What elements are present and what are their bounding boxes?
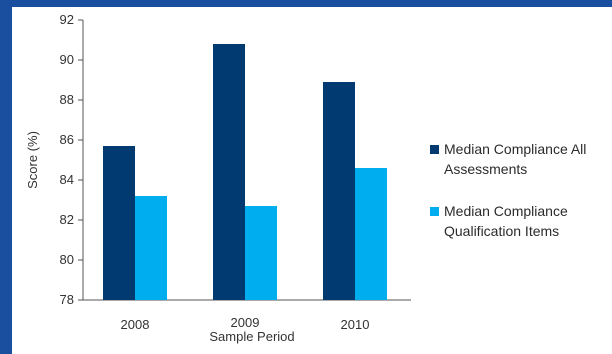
y-tick-label: 84 bbox=[60, 172, 74, 187]
legend: Median Compliance All Assessments Median… bbox=[430, 141, 586, 239]
x-axis-title: Sample Period bbox=[209, 329, 294, 344]
x-tick-label: 2008 bbox=[121, 317, 150, 332]
bar-2010-qualification-items bbox=[355, 168, 387, 300]
y-axis-title: Score (%) bbox=[25, 131, 40, 189]
legend-label-all-assessments-line1: Median Compliance All bbox=[444, 141, 586, 157]
legend-swatch-all-assessments bbox=[430, 145, 439, 154]
y-tick-label: 88 bbox=[60, 92, 74, 107]
y-tick-label: 80 bbox=[60, 252, 74, 267]
bar-2010-all-assessments bbox=[323, 82, 355, 300]
x-tick-label: 2009 bbox=[231, 315, 260, 330]
x-tick-label: 2010 bbox=[341, 317, 370, 332]
bar-2009-all-assessments bbox=[213, 44, 245, 300]
y-tick-label: 86 bbox=[60, 132, 74, 147]
bar-2008-all-assessments bbox=[103, 146, 135, 300]
bar-2009-qualification-items bbox=[245, 206, 277, 300]
bar-2008-qualification-items bbox=[135, 196, 167, 300]
y-tick-label: 90 bbox=[60, 52, 74, 67]
y-tick-label: 78 bbox=[60, 292, 74, 307]
legend-label-qualification-items-line2: Qualification Items bbox=[444, 223, 559, 239]
legend-swatch-qualification-items bbox=[430, 207, 439, 216]
legend-label-all-assessments-line2: Assessments bbox=[444, 161, 527, 177]
legend-label-qualification-items-line1: Median Compliance bbox=[444, 203, 568, 219]
y-ticks: 78 80 82 84 86 88 90 92 bbox=[60, 12, 83, 307]
y-tick-label: 92 bbox=[60, 12, 74, 27]
bars bbox=[103, 44, 387, 300]
x-tick-labels: 2008 2009 2010 bbox=[121, 315, 370, 332]
y-tick-label: 82 bbox=[60, 212, 74, 227]
